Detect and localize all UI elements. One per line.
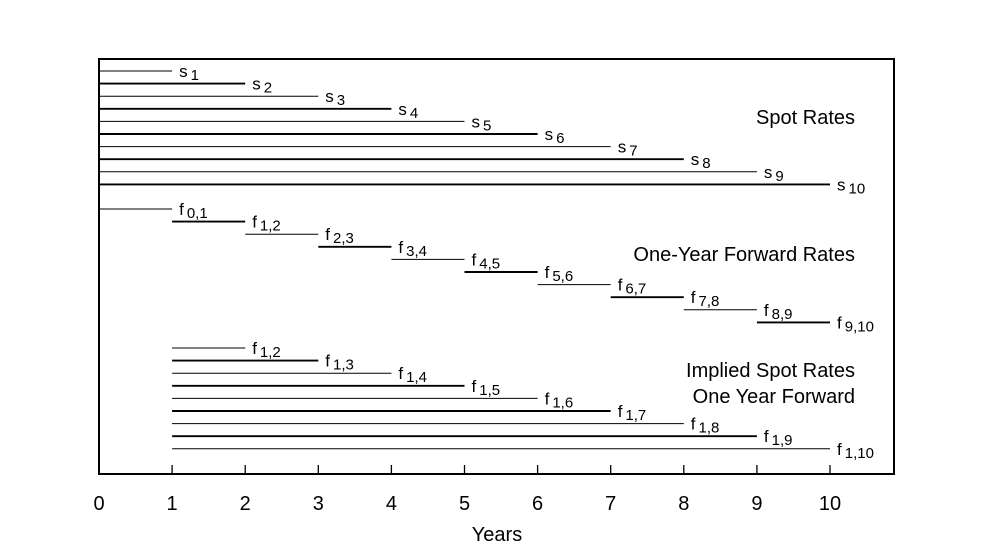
x-tick-label: 1	[167, 493, 178, 515]
x-tick-label: 0	[93, 493, 104, 515]
x-tick-label: 8	[678, 493, 689, 515]
x-tick-label: 2	[240, 493, 251, 515]
spot-label-10: s 10	[837, 175, 865, 197]
x-tick-label: 5	[459, 493, 470, 515]
subscript: 1	[191, 67, 199, 84]
forward-label-2-3: f 2,3	[325, 225, 354, 247]
implied-label-1-3: f 1,3	[325, 352, 354, 374]
subscript: 7	[629, 143, 637, 160]
forward-label-8-9: f 8,9	[764, 301, 793, 323]
implied-label-1-9: f 1,9	[764, 427, 793, 449]
forward-label-9-10: f 9,10	[837, 313, 874, 335]
x-tick-label: 10	[819, 493, 841, 515]
subscript: 4,5	[479, 255, 500, 272]
x-tick-label: 4	[386, 493, 397, 515]
subscript: 1,5	[479, 382, 500, 399]
x-axis: 0 1 2 3 4 5 6 7 8 9 10	[93, 465, 841, 515]
subscript: 9,10	[845, 318, 874, 335]
implied-label-1-8: f 1,8	[691, 415, 720, 437]
x-tick-label: 3	[313, 493, 324, 515]
subscript: 6	[556, 130, 564, 147]
forward-group-label: One-Year Forward Rates	[633, 244, 855, 266]
subscript: 1,2	[260, 218, 281, 235]
forward-label-3-4: f 3,4	[398, 238, 427, 260]
forward-label-7-8: f 7,8	[691, 288, 720, 310]
spot-group-label: Spot Rates	[756, 107, 855, 129]
subscript: 6,7	[625, 281, 646, 298]
subscript: 3,4	[406, 243, 427, 260]
subscript: 1,10	[845, 445, 874, 462]
subscript: 5	[483, 117, 491, 134]
subscript: 1,6	[552, 394, 573, 411]
subscript: 5,6	[552, 268, 573, 285]
subscript: 2,3	[333, 230, 354, 247]
rate-lines	[99, 70, 830, 450]
subscript: 10	[849, 180, 866, 197]
subscript: 2	[264, 80, 272, 97]
implied-label-1-7: f 1,7	[618, 402, 647, 424]
forward-label-5-6: f 5,6	[545, 263, 574, 285]
subscript: 1,2	[260, 344, 281, 361]
forward-label-6-7: f 6,7	[618, 276, 647, 298]
subscript: 3	[337, 92, 345, 109]
plot-frame	[98, 58, 895, 475]
subscript: 1,8	[699, 420, 720, 437]
subscript: 0,1	[187, 205, 208, 222]
subscript: 4	[410, 105, 418, 122]
implied-label-1-4: f 1,4	[398, 364, 427, 386]
subscript: 1,9	[772, 432, 793, 449]
implied-group-label: Implied Spot Rates	[686, 360, 855, 382]
subscript: 1,7	[625, 407, 646, 424]
subscript: 7,8	[699, 293, 720, 310]
implied-label-1-5: f 1,5	[472, 377, 501, 399]
x-tick-label: 7	[605, 493, 616, 515]
subscript: 8,9	[772, 306, 793, 323]
rate-labels: s 1 s 2 s 3 s 4 s 5 s 6 s 7 s 8 s 9 s 10 f 0,1 f 1,2 f 2,3 f 3,4 f 4,…	[179, 62, 874, 462]
x-axis-label: Years	[472, 524, 522, 546]
implied-label-1-10: f 1,10	[837, 440, 874, 462]
group-labels: Spot Rates One-Year Forward Rates Implied …	[633, 107, 855, 408]
subscript: 8	[702, 155, 710, 172]
subscript: 9	[775, 168, 783, 185]
implied-group-label: One Year Forward	[693, 386, 855, 408]
implied-label-1-2: f 1,2	[252, 339, 281, 361]
subscript: 1,4	[406, 369, 427, 386]
x-tick-label: 9	[751, 493, 762, 515]
x-tick-label: 6	[532, 493, 543, 515]
implied-label-1-6: f 1,6	[545, 389, 574, 411]
subscript: 1,3	[333, 357, 354, 374]
forward-label-0-1: f 0,1	[179, 200, 208, 222]
forward-label-1-2: f 1,2	[252, 213, 281, 235]
forward-label-4-5: f 4,5	[472, 250, 501, 272]
